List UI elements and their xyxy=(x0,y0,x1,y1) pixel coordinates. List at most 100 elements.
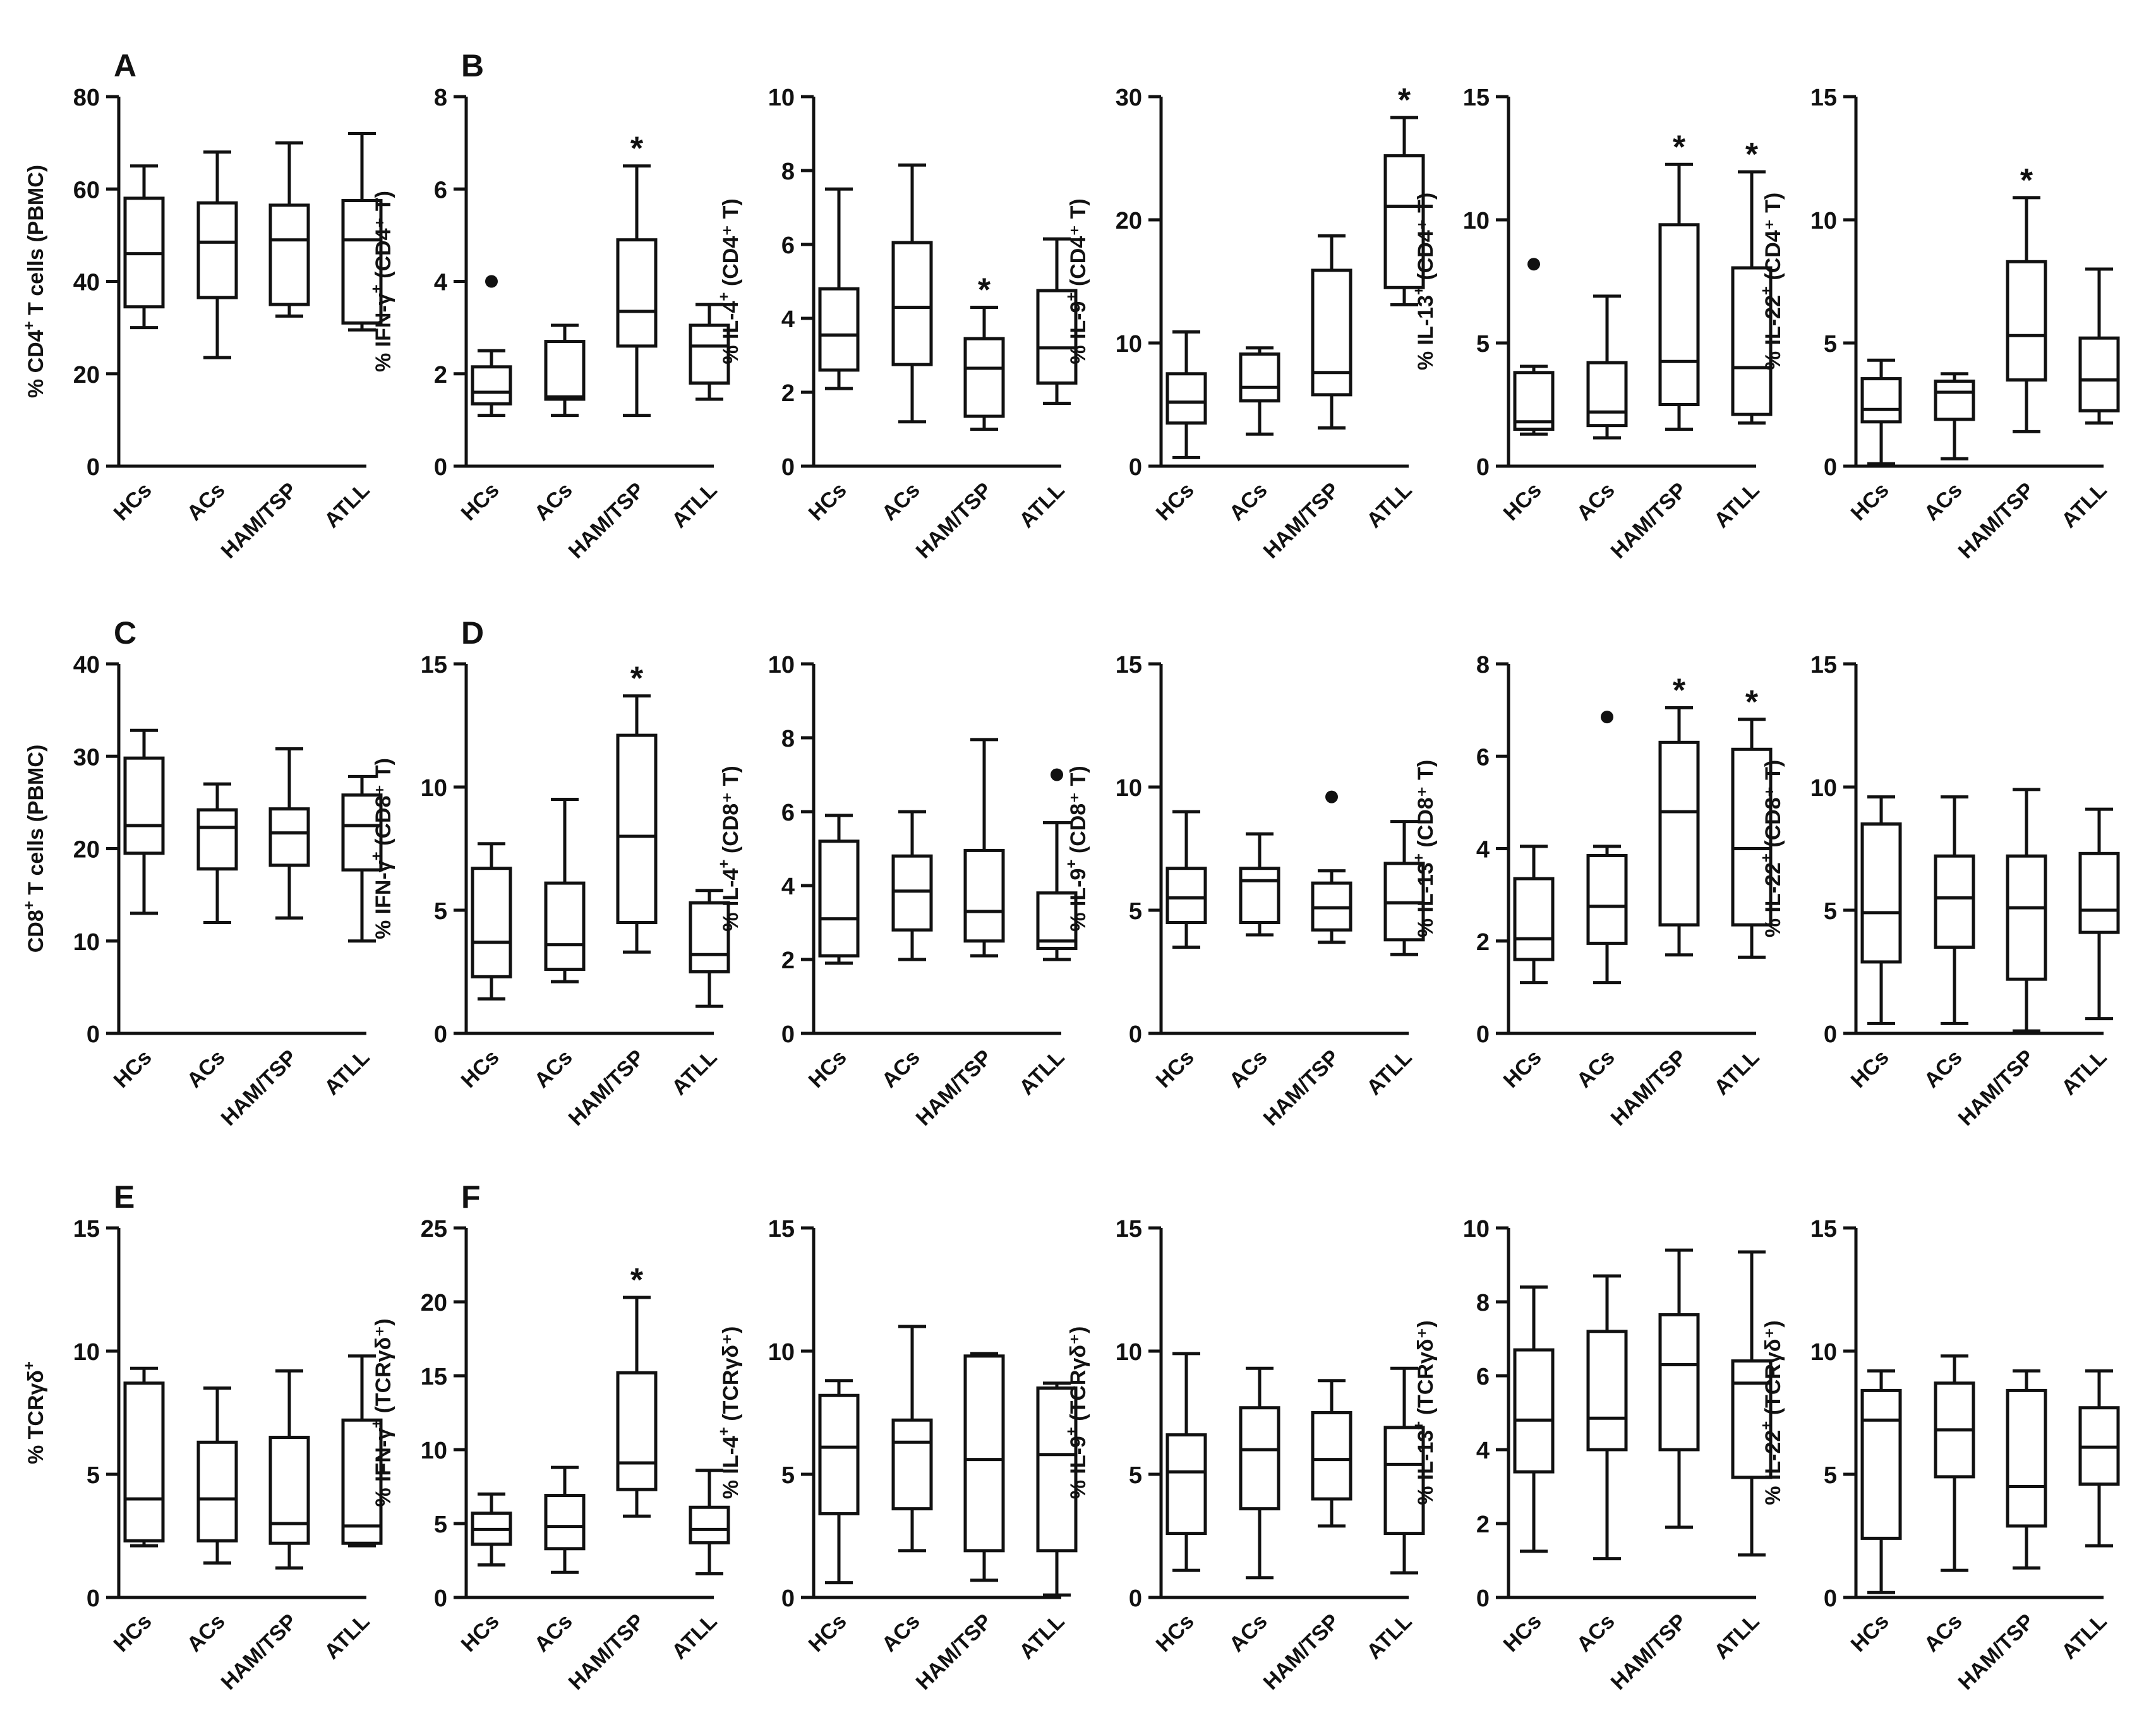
x-tick-label: ATLL xyxy=(1015,1609,1069,1664)
panel-letter: F xyxy=(461,1179,481,1215)
y-axis-title-rest: (CD4⁺ T) xyxy=(1761,193,1785,286)
x-tick-label: HAM/TSP xyxy=(1954,1045,2039,1131)
box-atll xyxy=(1731,747,1773,927)
y-axis-title: % IL-13+ (CD8⁺ T) xyxy=(1411,760,1438,937)
box-hcs xyxy=(123,756,165,855)
x-tick-label: ACs xyxy=(877,1609,925,1657)
y-tick-label: 5 xyxy=(1129,898,1142,925)
x-tick-label: HAM/TSP xyxy=(217,478,302,563)
y-tick-label: 0 xyxy=(87,454,100,481)
box-acs xyxy=(1586,1330,1628,1452)
box-acs xyxy=(891,241,933,366)
box-hcs xyxy=(1165,1433,1207,1536)
y-tick-label: 8 xyxy=(1476,652,1490,678)
x-tick-label: ACs xyxy=(1225,478,1272,526)
y-axis-title-rest: (CD4⁺ T) xyxy=(719,198,743,292)
box-acs xyxy=(1239,1406,1280,1511)
box-acs xyxy=(1934,854,1975,949)
y-tick-label: 6 xyxy=(1476,1364,1490,1390)
y-axis-title: % IL-13+ (TCRγδ⁺) xyxy=(1411,1320,1438,1505)
y-tick-label: 6 xyxy=(781,800,795,826)
y-axis-title-rest: (CD4⁺ T) xyxy=(371,191,395,284)
box-hcs xyxy=(1513,877,1555,961)
box-atll xyxy=(341,199,383,325)
x-tick-label: ACs xyxy=(183,1045,230,1093)
x-tick-label: ATLL xyxy=(1362,478,1417,533)
y-tick-label: 5 xyxy=(1824,898,1837,925)
y-tick-label: 30 xyxy=(73,744,100,771)
x-tick-label: ACs xyxy=(1920,478,1967,526)
box-hcs xyxy=(818,839,860,958)
box-ham-tsp xyxy=(1658,223,1700,406)
y-tick-label: 6 xyxy=(1476,744,1490,771)
outlier-point xyxy=(1325,790,1338,803)
box-ham-tsp xyxy=(2006,854,2047,981)
y-axis-title-sup: + xyxy=(716,292,733,301)
y-tick-label: 40 xyxy=(73,652,100,678)
y-tick-label: 5 xyxy=(781,1462,795,1489)
significance-star: * xyxy=(1745,136,1759,173)
y-axis-title-main: % IL-22 xyxy=(1761,1430,1785,1505)
y-tick-label: 15 xyxy=(1116,652,1142,678)
panel-letter: C xyxy=(114,615,136,651)
y-axis-title-main: % IL-13 xyxy=(1414,1430,1438,1505)
y-tick-label: 60 xyxy=(73,177,100,203)
x-tick-label: ACs xyxy=(1572,478,1620,526)
y-axis-title-sup: + xyxy=(368,851,385,860)
x-tick-label: ACs xyxy=(1572,1609,1620,1657)
y-tick-label: 8 xyxy=(781,159,795,185)
outlier-point xyxy=(485,275,498,288)
outlier-point xyxy=(1527,258,1540,271)
y-tick-label: 20 xyxy=(1116,208,1142,234)
y-tick-label: 20 xyxy=(73,362,100,388)
y-tick-label: 15 xyxy=(73,1216,100,1242)
box-acs xyxy=(196,1440,238,1543)
y-tick-label: 30 xyxy=(1116,85,1142,111)
y-tick-label: 0 xyxy=(1824,1585,1837,1612)
x-tick-label: HCs xyxy=(457,1045,504,1093)
y-axis-title: % IL-9+ (CD4⁺ T) xyxy=(1063,198,1090,364)
y-axis-title-rest: (CD8⁺ T) xyxy=(1761,760,1785,853)
y-axis-title-sup: + xyxy=(21,321,38,330)
x-tick-label: HAM/TSP xyxy=(1954,1609,2039,1695)
panel-letter: B xyxy=(461,48,484,83)
y-axis-title-rest: (TCRγδ⁺) xyxy=(371,1318,395,1419)
x-tick-label: HCs xyxy=(457,478,504,526)
box-atll xyxy=(1383,154,1425,289)
box-ham-tsp xyxy=(616,238,658,348)
y-tick-label: 6 xyxy=(781,232,795,259)
x-tick-label: ATLL xyxy=(1015,1045,1069,1100)
x-tick-label: HCs xyxy=(109,478,157,526)
y-tick-label: 8 xyxy=(1476,1290,1490,1316)
box-ham-tsp xyxy=(963,337,1005,418)
y-tick-label: 2 xyxy=(781,380,795,407)
significance-star: * xyxy=(1398,82,1411,119)
box-atll xyxy=(1731,266,1773,416)
y-axis-title-rest: (TCRγδ⁺) xyxy=(1066,1326,1090,1427)
y-tick-label: 0 xyxy=(781,1021,795,1048)
y-tick-label: 10 xyxy=(768,652,795,678)
box-ham-tsp xyxy=(2006,260,2047,382)
x-tick-label: HAM/TSP xyxy=(564,478,649,563)
y-tick-label: 4 xyxy=(1476,1438,1490,1464)
y-tick-label: 0 xyxy=(1476,1585,1490,1612)
y-axis-title-rest: (CD8⁺ T) xyxy=(1066,766,1090,859)
box-acs xyxy=(891,854,933,932)
y-axis-title-sup: + xyxy=(1758,853,1775,862)
y-tick-label: 0 xyxy=(781,454,795,481)
x-tick-label: ATLL xyxy=(1362,1045,1417,1100)
box-acs xyxy=(1586,361,1628,428)
y-tick-label: 10 xyxy=(421,1438,447,1464)
y-tick-label: 15 xyxy=(1116,1216,1142,1242)
x-tick-label: HCs xyxy=(1499,1045,1546,1093)
x-tick-label: HCs xyxy=(1846,1609,1894,1657)
y-axis-title: % IFN-γ+ (TCRγδ⁺) xyxy=(368,1318,395,1507)
y-axis-title-rest: (CD8⁺ T) xyxy=(371,758,395,851)
significance-star: * xyxy=(1745,684,1759,721)
